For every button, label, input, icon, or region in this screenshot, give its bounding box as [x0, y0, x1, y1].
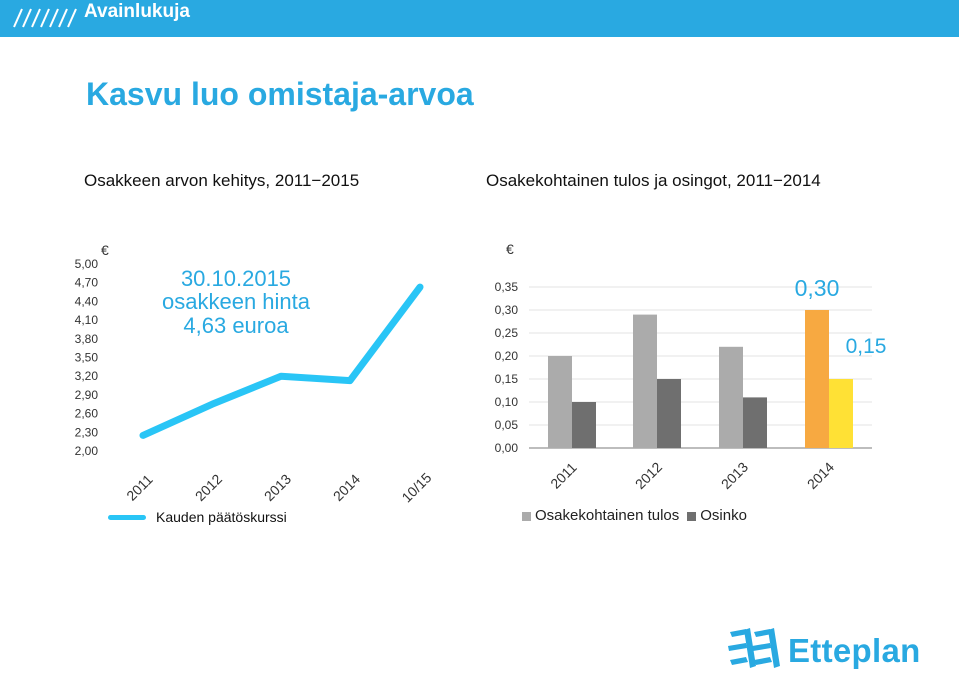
price-annotation-line: 30.10.2015: [181, 266, 291, 291]
left-x-tick-label: 2014: [330, 471, 363, 504]
legend-line-swatch: [108, 515, 146, 520]
slashes-decoration-icon: [13, 8, 77, 28]
right-legend: Osakekohtainen tulos Osinko: [522, 507, 755, 524]
left-y-tick-label: 3,80: [75, 332, 99, 346]
legend-label-eps: Osakekohtainen tulos: [535, 507, 680, 524]
left-x-tick-label: 10/15: [398, 469, 434, 505]
legend-item-eps: Osakekohtainen tulos: [522, 507, 679, 524]
left-y-tick-label: 4,10: [75, 313, 99, 327]
page-title: Kasvu luo omistaja-arvoa: [86, 76, 474, 112]
left-y-tick-label: 2,00: [75, 444, 99, 458]
legend-eps-swatch: [522, 512, 531, 521]
etteplan-logo-mark-icon: [728, 628, 780, 668]
etteplan-wordmark: Etteplan: [788, 632, 921, 669]
left-y-tick-label: 4,40: [75, 294, 99, 308]
left-y-tick-label: 5,00: [75, 257, 99, 271]
left-chart-title: Osakkeen arvon kehitys, 2011−2015: [84, 171, 360, 190]
price-annotation-line: osakkeen hinta: [162, 289, 311, 314]
price-annotation-line: 4,63 euroa: [183, 313, 289, 338]
left-x-tick-label: 2011: [123, 471, 156, 504]
etteplan-logo: Etteplan: [726, 626, 936, 674]
left-y-tick-label: 3,20: [75, 369, 99, 383]
left-y-tick-label: 4,70: [75, 276, 99, 290]
legend-item-dividend: Osinko: [687, 507, 747, 524]
top-bar: Avainlukuja: [0, 0, 959, 37]
section-label: Avainlukuja: [84, 1, 190, 22]
right-chart-title: Osakekohtainen tulos ja osingot, 2011−20…: [486, 171, 821, 190]
legend-label-share-price: Kauden päätöskurssi: [156, 509, 287, 525]
left-y-tick-label: 2,60: [75, 407, 99, 421]
share-price-series-line: [139, 283, 424, 439]
legend-label-dividend: Osinko: [700, 507, 747, 524]
left-x-tick-label: 2013: [261, 471, 294, 504]
left-y-tick-label: 2,90: [75, 388, 99, 402]
legend-dividend-swatch: [687, 512, 697, 521]
left-x-tick-label: 2012: [192, 471, 225, 504]
left-currency-label: €: [101, 242, 109, 258]
left-y-tick-label: 3,50: [75, 351, 99, 365]
left-y-tick-label: 2,30: [75, 425, 99, 439]
